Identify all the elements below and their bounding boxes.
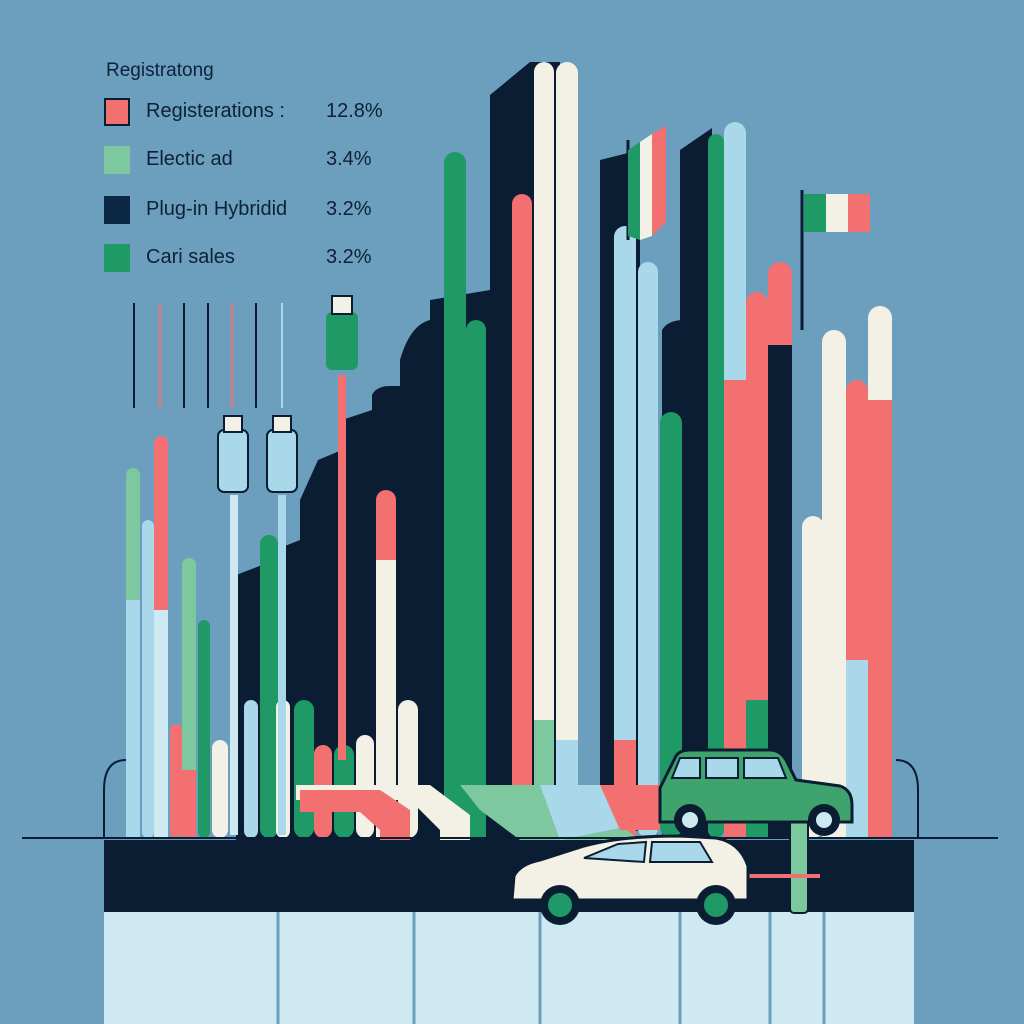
legend-swatch <box>104 196 130 224</box>
legend: Registratong Registerations : 12.8% Elec… <box>0 0 420 300</box>
legend-label: Registerations : <box>146 100 285 122</box>
bar <box>142 520 154 838</box>
legend-swatch <box>104 98 130 126</box>
bar-segment <box>154 610 168 838</box>
usb-plug-icon <box>217 415 249 835</box>
bar-segment <box>126 600 140 838</box>
cables-layer <box>133 303 283 408</box>
bar <box>422 498 442 838</box>
bar-segment <box>724 380 746 838</box>
bar <box>244 700 258 838</box>
bar <box>398 700 418 838</box>
italy-flag-icon <box>800 190 870 330</box>
bar <box>170 724 182 838</box>
legend-label: Electic ad <box>146 148 233 170</box>
legend-entry: Plug-in Hybridid 3.2% <box>104 196 404 226</box>
car-icon <box>658 748 854 836</box>
italy-flag-icon <box>626 126 666 240</box>
bar-segment <box>182 770 196 838</box>
bar <box>556 62 578 838</box>
legend-value: 12.8% <box>326 100 383 122</box>
legend-label: Cari sales <box>146 246 235 268</box>
bar <box>512 194 532 838</box>
ground-base <box>104 912 914 1024</box>
legend-entry: Cari sales 3.2% <box>104 244 404 274</box>
bar-segment <box>376 560 396 838</box>
bar <box>802 516 824 838</box>
bar <box>638 262 658 838</box>
baseline-brackets <box>103 759 919 838</box>
bars-layer <box>126 62 892 838</box>
bar <box>294 700 314 838</box>
legend-value: 3.2% <box>326 198 372 220</box>
bar <box>600 455 614 838</box>
bar <box>198 620 210 838</box>
legend-value: 3.2% <box>326 246 372 268</box>
usb-plug-icon <box>266 415 298 835</box>
bar <box>708 134 724 838</box>
bar <box>660 412 682 838</box>
bar <box>260 535 278 838</box>
legend-swatch <box>104 146 130 174</box>
legend-entry: Registerations : 12.8% <box>104 98 404 128</box>
bar <box>614 226 636 838</box>
bar-segment <box>846 660 868 838</box>
bar <box>182 558 196 838</box>
bar <box>466 320 486 838</box>
legend-label: Plug-in Hybridid <box>146 198 288 220</box>
bar-segment <box>466 730 486 838</box>
chart-title: Registratong <box>106 60 214 81</box>
charging-post <box>748 794 820 914</box>
ground-dividers <box>276 912 826 1024</box>
legend-swatch <box>104 244 130 272</box>
hatchback-car-icon <box>510 834 750 925</box>
bar <box>444 152 466 838</box>
bar-segment <box>868 400 892 838</box>
legend-entry: Electic ad 3.4% <box>104 146 404 176</box>
usb-plug-icon <box>326 295 358 760</box>
bar <box>534 62 554 838</box>
legend-value: 3.4% <box>326 148 372 170</box>
bar <box>212 740 228 838</box>
